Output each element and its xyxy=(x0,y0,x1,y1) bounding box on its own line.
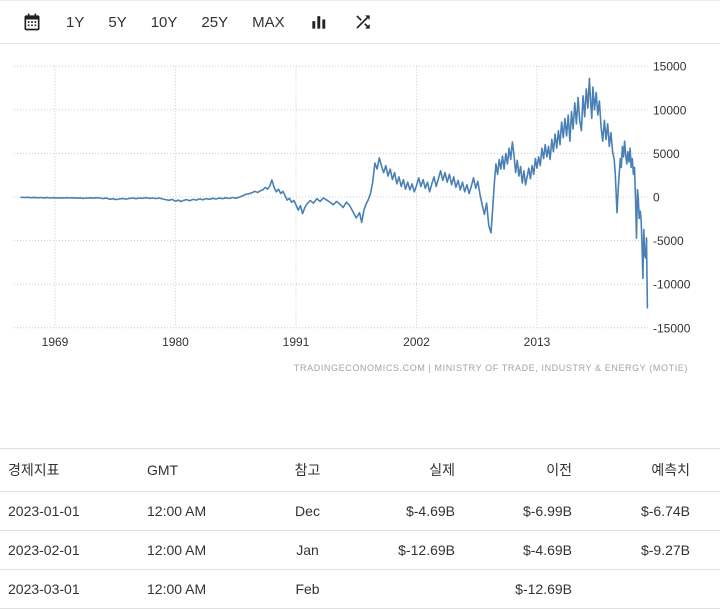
cell-forecast: $-9.27B xyxy=(572,530,720,570)
trade-balance-chart[interactable]: 15000 10000 5000 0 -5000 -10000 -15000 1969 1980… xyxy=(0,44,720,384)
header-actual: 실제 xyxy=(350,448,455,492)
cell-reference: Dec xyxy=(265,491,350,531)
y-axis-tick-label: -15000 xyxy=(653,321,691,335)
cell-time: 12:00 AM xyxy=(140,491,265,531)
range-button-5y[interactable]: 5Y xyxy=(108,13,127,31)
balance-of-trade-line xyxy=(20,77,649,309)
chart-area: 15000 10000 5000 0 -5000 -10000 -15000 1969 1980… xyxy=(0,44,720,384)
range-button-10y[interactable]: 10Y xyxy=(150,13,178,31)
table-row[interactable]: 2023-03-01 12:00 AM Feb $-12.69B xyxy=(0,569,720,609)
range-button-25y[interactable]: 25Y xyxy=(201,13,229,31)
y-axis-tick-label: -5000 xyxy=(653,234,684,248)
header-reference: 참고 xyxy=(265,448,350,492)
y-axis-tick-label: -10000 xyxy=(653,278,691,292)
y-axis-tick-label: 15000 xyxy=(653,60,687,74)
x-axis-tick-label: 1991 xyxy=(283,335,310,349)
cell-actual: $-4.69B xyxy=(350,491,455,531)
bar-chart-icon[interactable] xyxy=(309,12,329,32)
chart-attribution: TRADINGECONOMICS.COM | MINISTRY OF TRADE… xyxy=(294,363,688,373)
cell-reference: Feb xyxy=(265,569,350,609)
range-button-1y[interactable]: 1Y xyxy=(66,13,85,31)
y-axis-tick-label: 5000 xyxy=(653,147,680,161)
shuffle-icon[interactable] xyxy=(353,12,373,32)
cell-reference: Jan xyxy=(265,530,350,570)
cell-previous: $-4.69B xyxy=(455,530,572,570)
calendar-icon[interactable] xyxy=(22,12,42,32)
y-axis-tick-label: 10000 xyxy=(653,103,687,117)
table-header: 경제지표 GMT 참고 실제 이전 예측치 xyxy=(0,448,720,492)
cell-time: 12:00 AM xyxy=(140,569,265,609)
cell-date: 2023-02-01 xyxy=(0,530,140,570)
header-indicator: 경제지표 xyxy=(0,448,140,492)
header-previous: 이전 xyxy=(455,448,572,492)
table-row[interactable]: 2023-02-01 12:00 AM Jan $-12.69B $-4.69B $-9.… xyxy=(0,530,720,570)
x-axis-tick-label: 1980 xyxy=(162,335,189,349)
range-button-max[interactable]: MAX xyxy=(252,13,285,31)
cell-time: 12:00 AM xyxy=(140,530,265,570)
x-axis-tick-label: 2013 xyxy=(524,335,551,349)
x-axis-tick-label: 1969 xyxy=(42,335,69,349)
cell-previous: $-6.99B xyxy=(455,491,572,531)
table-body: 2023-01-01 12:00 AM Dec $-4.69B $-6.99B $-6.7… xyxy=(0,491,720,609)
cell-previous: $-12.69B xyxy=(455,569,572,609)
cell-forecast: $-6.74B xyxy=(572,491,720,531)
cell-date: 2023-03-01 xyxy=(0,569,140,609)
cell-actual: $-12.69B xyxy=(350,530,455,570)
table-row[interactable]: 2023-01-01 12:00 AM Dec $-4.69B $-6.99B $-6.7… xyxy=(0,491,720,531)
chart-toolbar: 1Y 5Y 10Y 25Y MAX xyxy=(0,0,720,44)
header-gmt: GMT xyxy=(140,448,265,492)
cell-actual xyxy=(350,569,455,609)
cell-forecast xyxy=(572,569,720,609)
x-axis-tick-label: 2002 xyxy=(403,335,430,349)
economic-calendar-table: 경제지표 GMT 참고 실제 이전 예측치 2023-01-01 12:00 AM… xyxy=(0,448,720,609)
y-axis-tick-label: 0 xyxy=(653,191,660,205)
cell-date: 2023-01-01 xyxy=(0,491,140,531)
header-forecast: 예측치 xyxy=(572,448,720,492)
